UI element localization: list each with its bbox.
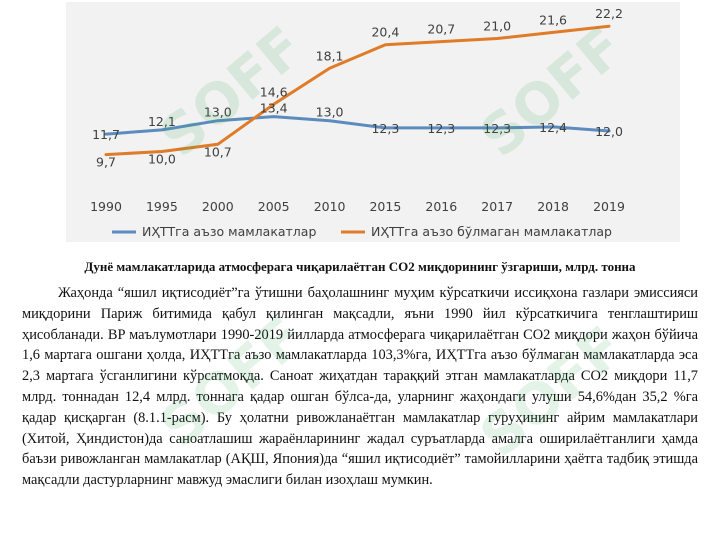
data-label: 13,4 xyxy=(260,101,288,116)
data-label: 12,0 xyxy=(595,124,623,139)
data-label: 21,0 xyxy=(483,19,511,34)
data-label: 14,6 xyxy=(260,84,288,99)
body-paragraph: Жаҳонда “яшил иқтисодиёт”га ўтишни баҳол… xyxy=(22,285,698,489)
series-line-2 xyxy=(104,24,611,157)
data-label: 20,7 xyxy=(427,22,455,37)
data-label: 11,7 xyxy=(92,127,120,142)
x-tick-label: 2000 xyxy=(202,199,234,214)
x-tick-label: 2017 xyxy=(481,199,513,214)
x-tick-label: 2018 xyxy=(537,199,569,214)
x-tick-label: 1995 xyxy=(146,199,178,214)
chart-panel: 11,7 12,1 13,0 13,4 13,0 12,3 12,3 12,3 12,4 12,0… xyxy=(66,2,680,242)
data-label: 10,7 xyxy=(204,144,232,159)
x-tick-label: 2016 xyxy=(425,199,457,214)
data-label: 13,0 xyxy=(204,105,232,120)
data-label: 18,1 xyxy=(316,48,344,63)
data-label: 12,1 xyxy=(148,114,176,129)
x-tick-label: 1990 xyxy=(90,199,122,214)
legend-label: ИҲТТга аъзо бўлмаган мамлакатлар xyxy=(371,224,612,239)
data-label: 12,3 xyxy=(483,121,511,136)
data-label: 20,4 xyxy=(371,25,399,40)
data-label: 12,4 xyxy=(539,120,567,135)
chart-caption: Дунё мамлакатларида атмосферага чиқарила… xyxy=(84,259,636,274)
x-tick-label: 2019 xyxy=(593,199,625,214)
series-line-1 xyxy=(104,115,611,136)
data-label: 12,3 xyxy=(371,121,399,136)
data-label: 13,0 xyxy=(316,105,344,120)
x-tick-label: 2015 xyxy=(369,199,401,214)
line-chart: 11,7 12,1 13,0 13,4 13,0 12,3 12,3 12,3 12,4 12,0… xyxy=(90,6,625,239)
x-tick-label: 2005 xyxy=(258,199,290,214)
legend-label: ИҲТТга аъзо мамлакатлар xyxy=(142,224,316,239)
x-tick-label: 2010 xyxy=(314,199,346,214)
data-label: 10,0 xyxy=(148,152,176,167)
data-label: 9,7 xyxy=(96,155,116,170)
data-label: 21,6 xyxy=(539,12,567,27)
data-label: 12,3 xyxy=(427,121,455,136)
data-label: 22,2 xyxy=(595,6,623,21)
